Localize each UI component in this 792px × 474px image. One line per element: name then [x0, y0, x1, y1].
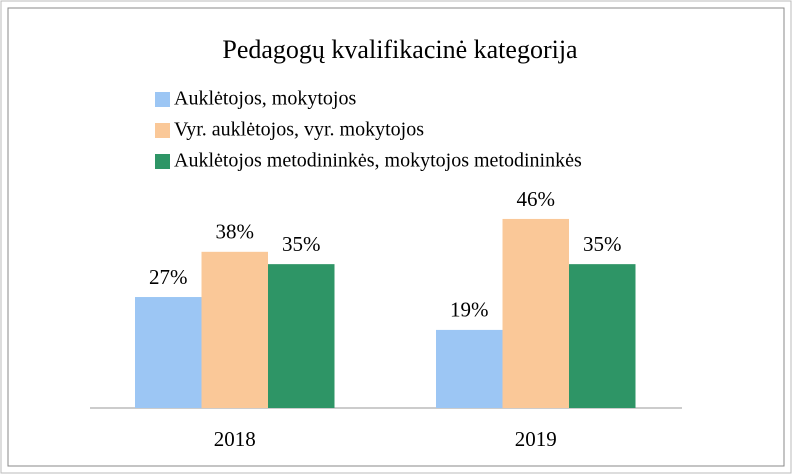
bar — [436, 329, 503, 408]
value-label: 35% — [583, 232, 622, 256]
value-label: 35% — [282, 232, 321, 256]
chart-frame — [7, 7, 785, 467]
bar — [201, 251, 268, 408]
legend-swatch — [155, 154, 170, 169]
x-tick-label: 2018 — [214, 427, 256, 451]
legend-label: Auklėtojos metodininkės, mokytojos metod… — [174, 150, 582, 172]
bar — [268, 264, 335, 408]
chart-title: Pedagogų kvalifikacinė kategorija — [222, 35, 578, 64]
legend-swatch — [155, 123, 170, 138]
bar — [502, 218, 569, 408]
bar — [135, 297, 202, 408]
value-label: 19% — [450, 298, 489, 322]
bar — [569, 264, 636, 408]
x-tick-label: 2019 — [515, 427, 557, 451]
legend-label: Vyr. auklėtojos, vyr. mokytojos — [174, 119, 424, 141]
value-label: 38% — [216, 220, 255, 244]
value-label: 27% — [149, 265, 188, 289]
legend-label: Auklėtojos, mokytojos — [174, 88, 356, 110]
legend-swatch — [155, 92, 170, 107]
value-label: 46% — [517, 187, 556, 211]
